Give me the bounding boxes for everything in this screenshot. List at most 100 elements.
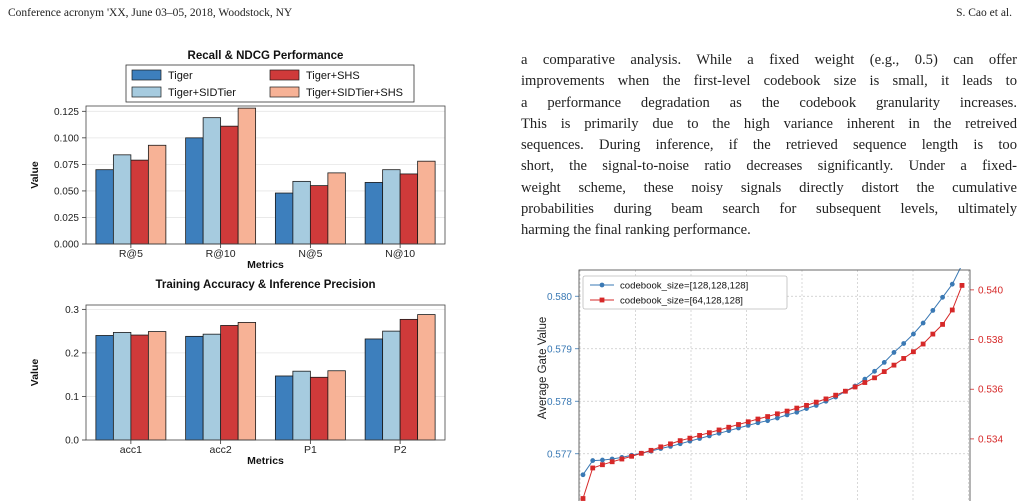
data-point (745, 419, 751, 425)
y-tick-label: 0.075 (54, 160, 79, 171)
data-point (901, 356, 907, 361)
x-axis-label: Metrics (247, 259, 284, 271)
y-tick-label-left: 0.580 (547, 292, 572, 303)
data-point (823, 396, 829, 402)
data-point (920, 320, 926, 326)
data-point (755, 416, 761, 422)
data-point (940, 294, 945, 300)
paragraph-line: a comparative analysis. While a fixed we… (521, 52, 1017, 68)
data-point (833, 392, 839, 398)
data-point (668, 441, 673, 447)
chart-legend: Tiger Tiger+SIDTier Tiger+SHS Tiger+SIDTier… (125, 64, 415, 103)
data-point (745, 423, 751, 428)
x-tick-label: acc2 (210, 444, 232, 456)
data-point (629, 453, 634, 459)
x-tick-label: P2 (394, 444, 407, 456)
y-tick-label: 0.050 (54, 186, 79, 197)
bar (309, 185, 329, 245)
plot-frame (578, 269, 971, 501)
data-point (658, 444, 664, 450)
data-point (959, 283, 965, 288)
legend-swatch (269, 69, 300, 81)
bar (112, 332, 132, 441)
data-point (677, 438, 683, 444)
bar (327, 172, 346, 245)
legend-marker (599, 297, 605, 303)
bar (274, 375, 294, 441)
data-point (881, 369, 887, 374)
y-tick-label: 0.125 (54, 107, 79, 118)
x-tick-label: N@10 (385, 248, 415, 260)
y-tick-label: 0.0 (65, 436, 79, 447)
data-point (784, 408, 790, 414)
legend-label: Tiger+SIDTier+SHS (306, 87, 403, 99)
y-axis-label: Value (29, 161, 41, 189)
y-tick-label: 0.3 (65, 305, 79, 316)
y-tick-label: 0.000 (54, 240, 79, 251)
x-tick-label: R@10 (206, 248, 236, 260)
bar (95, 169, 114, 245)
bar (220, 325, 239, 441)
y-tick-label: 0.2 (65, 348, 79, 359)
data-point (580, 472, 586, 478)
data-point (872, 375, 877, 381)
data-point (949, 307, 955, 313)
bar (130, 334, 149, 441)
body-paragraph: a comparative analysis. While a fixed we… (521, 50, 1017, 242)
data-point (911, 349, 916, 355)
data-point (804, 402, 809, 408)
x-axis-label: Metrics (247, 455, 284, 467)
data-point (609, 459, 615, 465)
data-point (852, 384, 858, 390)
data-point (911, 331, 916, 337)
bar (364, 182, 384, 245)
bar (147, 144, 167, 245)
y-tick-label-left: 0.577 (547, 449, 572, 460)
data-point (930, 308, 936, 313)
legend-marker (599, 282, 605, 288)
y-tick-label-right: 0.540 (978, 285, 1003, 296)
bar (147, 331, 167, 441)
data-point (716, 427, 722, 433)
data-point (813, 399, 819, 405)
bar (364, 338, 384, 441)
plot-frame (85, 105, 446, 245)
bar (112, 154, 132, 245)
data-point (736, 422, 741, 427)
legend-label: Tiger+SHS (306, 70, 360, 82)
data-point (765, 414, 771, 419)
y-tick-label: 0.1 (65, 392, 79, 403)
gate-value-line-chart: 0.577 0.578 0.579 0.580 0.534 0.536 0.538 0.540… (537, 268, 1003, 501)
y-tick-label-right: 0.538 (978, 335, 1003, 346)
paragraph-line: improvements when the first-level codebo… (521, 73, 1017, 90)
paragraph-line: sequences. During inference, if the retr… (521, 137, 1017, 154)
bar (417, 314, 436, 441)
data-point (580, 496, 586, 501)
paragraph-line: weight scheme, these noisy signals direc… (521, 179, 1017, 196)
bar (95, 335, 114, 441)
bar (399, 173, 419, 245)
bar (382, 330, 401, 441)
recall-ndcg-bar-chart: 0.000 0.025 0.050 0.075 0.100 0.125 R@5 R@10 N@5… (29, 50, 446, 271)
data-point (706, 430, 712, 436)
x-tick-label: P1 (304, 444, 317, 456)
data-point (949, 281, 955, 287)
chart-title: Recall & NDCG Performance (188, 50, 344, 62)
data-point (891, 350, 897, 355)
y-tick-label-left: 0.579 (547, 344, 572, 355)
paragraph-line: short, the signal-to-noise ratio decreas… (521, 158, 1017, 175)
bar (220, 125, 239, 245)
data-point (638, 450, 644, 456)
legend-label: Tiger+SIDTier (168, 87, 236, 99)
paragraph-line: This is primarily due to the high varian… (521, 115, 1017, 132)
legend-label: codebook_size=[64,128,128] (620, 296, 743, 307)
data-point (891, 362, 897, 368)
bar (382, 169, 401, 245)
data-point (881, 360, 887, 365)
legend-label: Tiger (168, 70, 193, 82)
paragraph-line: probabilities during beam search for sub… (521, 201, 1017, 218)
data-point (784, 412, 790, 418)
data-point (774, 415, 780, 421)
y-axis-label: Value (29, 359, 41, 387)
chart-legend: codebook_size=[128,128,128] codebook_size… (582, 275, 788, 310)
